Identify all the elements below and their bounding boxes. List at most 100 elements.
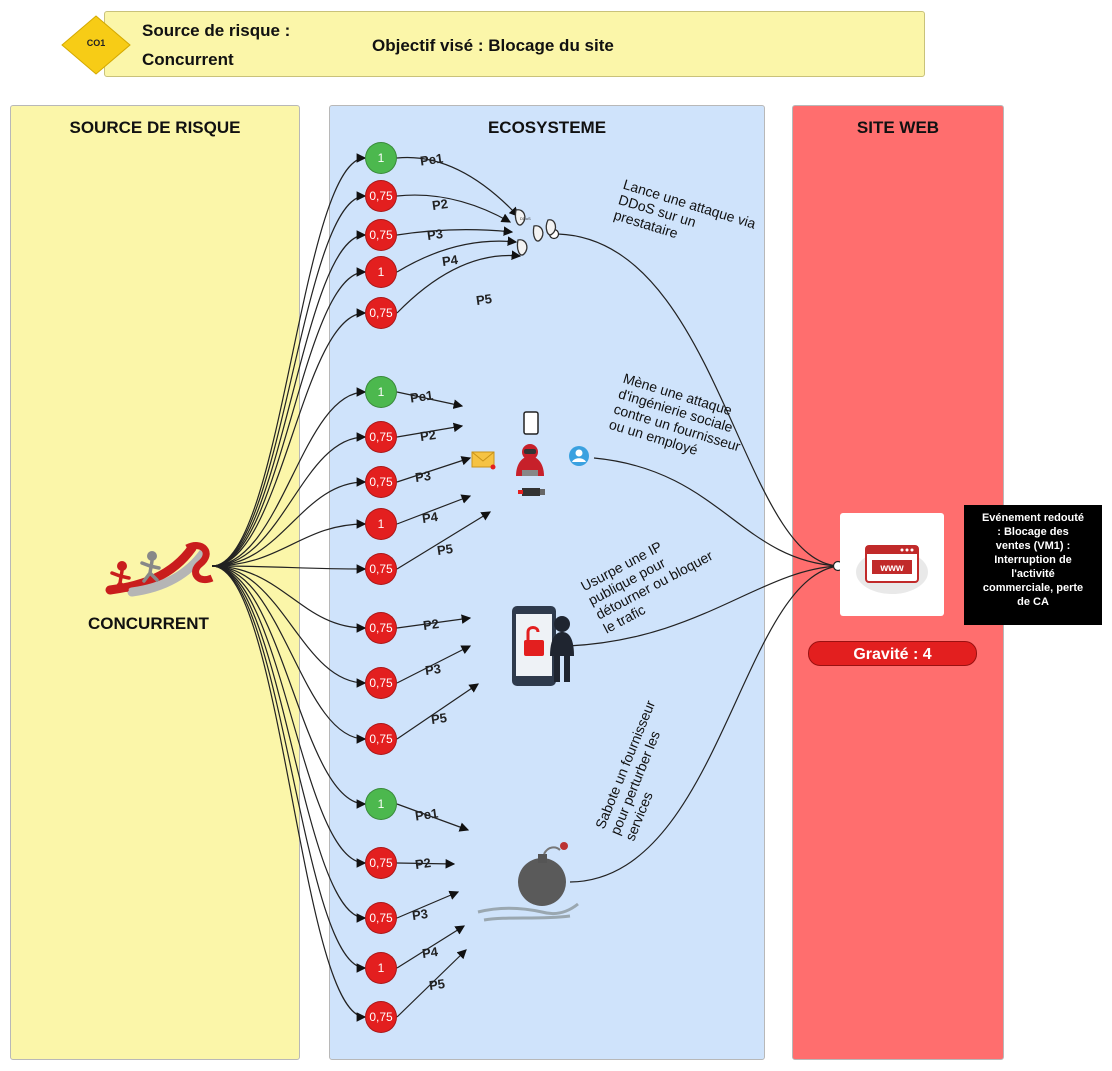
social-engineering-icon	[471, 411, 589, 496]
likelihood-node-2-1: 1	[365, 376, 397, 408]
source-connector-2-4	[211, 519, 367, 567]
step-connector-4-4	[396, 925, 466, 969]
result-line-1	[557, 233, 839, 567]
likelihood-node-1-3: 0,75	[365, 219, 397, 251]
badge-label: CO1	[86, 38, 106, 48]
ecosystem-lane-title: ECOSYSTEME	[487, 118, 607, 137]
likelihood-node-3-1: 0,75	[365, 612, 397, 644]
step-label-1-3: P3	[426, 225, 444, 244]
objective: Objectif visé : Blocage du site	[372, 36, 614, 55]
step-label-4-1: Pe1	[414, 805, 440, 824]
source-lane-title: SOURCE DE RISQUE	[69, 118, 241, 137]
result-line-3	[567, 565, 839, 647]
step-connector-2-1	[396, 391, 464, 409]
result-line-4	[569, 565, 839, 883]
likelihood-node-4-3: 0,75	[365, 902, 397, 934]
step-label-1-4: P4	[441, 251, 459, 270]
likelihood-node-4-2: 0,75	[365, 847, 397, 879]
likelihood-node-2-2: 0,75	[365, 421, 397, 453]
likelihood-node-4-4: 1	[365, 952, 397, 984]
source-connector-1-5	[211, 308, 367, 567]
badge-diamond	[61, 15, 131, 75]
likelihood-node-2-3: 0,75	[365, 466, 397, 498]
competitor-icon	[105, 542, 214, 597]
step-connector-2-3	[396, 456, 472, 483]
step-label-2-3: P3	[414, 467, 432, 486]
step-label-4-5: P5	[428, 975, 446, 994]
source-connector-1-2	[211, 191, 367, 567]
svg-text:www: www	[879, 563, 904, 574]
source-connector-3-1	[211, 565, 367, 633]
step-connector-2-2	[396, 422, 464, 438]
likelihood-node-1-1: 1	[365, 142, 397, 174]
step-connector-1-3	[396, 226, 514, 236]
likelihood-node-1-5: 0,75	[365, 297, 397, 329]
sabotage-bomb-icon	[477, 842, 579, 922]
likelihood-node-2-4: 1	[365, 508, 397, 540]
source-connector-1-3	[211, 230, 367, 567]
source-connector-2-2	[211, 432, 367, 567]
step-connector-1-4	[396, 236, 518, 273]
step-connector-4-3	[396, 890, 460, 919]
source-label: Source de risque :	[142, 21, 291, 40]
source-connector-4-2	[211, 565, 367, 868]
step-connector-4-1	[396, 803, 470, 832]
feared-event-box: Evénement redouté : Blocage des ventes (…	[964, 505, 1102, 625]
usb-icon	[522, 488, 540, 496]
step-label-4-2: P2	[414, 854, 432, 873]
phone-icon	[523, 411, 539, 435]
step-connector-2-4	[396, 494, 472, 525]
step-connector-3-1	[396, 614, 472, 629]
step-label-1-2: P2	[431, 195, 449, 214]
severity-badge: Gravité : 4	[808, 641, 977, 666]
step-connector-3-3	[396, 683, 479, 740]
ddos-icon: DDoS	[514, 209, 557, 256]
step-label-3-1: P2	[422, 615, 440, 634]
step-label-2-4: P4	[421, 508, 439, 527]
step-label-4-4: P4	[421, 943, 439, 962]
svg-text:DDoS: DDoS	[520, 216, 531, 221]
step-connectors	[396, 156, 522, 1018]
step-label-3-3: P5	[430, 709, 448, 728]
source-connector-4-3	[211, 565, 367, 923]
thief-icon	[554, 616, 570, 632]
step-label-4-3: P3	[411, 905, 429, 924]
www-icon: www	[856, 545, 928, 594]
result-line-2	[593, 457, 839, 567]
likelihood-node-3-3: 0,75	[365, 723, 397, 755]
step-connector-4-2	[396, 859, 456, 869]
hand-icon	[477, 902, 579, 916]
step-connector-4-5	[396, 949, 467, 1018]
step-connector-3-2	[396, 645, 472, 684]
likelihood-node-3-2: 0,75	[365, 667, 397, 699]
source-connector-4-1	[211, 565, 367, 809]
step-label-3-2: P3	[424, 660, 442, 679]
step-label-2-1: Pe1	[409, 387, 435, 406]
step-label-1-1: Pe1	[419, 150, 445, 169]
step-connector-1-5	[396, 250, 522, 314]
likelihood-node-1-4: 1	[365, 256, 397, 288]
result-connectors	[557, 233, 839, 883]
website-lane-title: SITE WEB	[856, 118, 940, 137]
source-connector-1-4	[211, 267, 367, 567]
step-label-1-5: P5	[475, 290, 493, 309]
likelihood-node-2-5: 0,75	[365, 553, 397, 585]
step-label-2-2: P2	[419, 426, 437, 445]
email-icon	[471, 451, 495, 468]
source-value: Concurrent	[142, 50, 234, 69]
step-connector-1-1	[396, 156, 519, 217]
source-connector-3-3	[211, 565, 367, 744]
likelihood-node-1-2: 0,75	[365, 180, 397, 212]
source-connectors	[211, 153, 367, 1022]
header-box	[104, 11, 925, 77]
source-connector-2-5	[211, 564, 367, 574]
source-connector-1-1	[211, 153, 367, 567]
likelihood-node-4-1: 1	[365, 788, 397, 820]
source-connector-2-1	[211, 387, 367, 567]
step-connector-2-5	[396, 511, 492, 570]
source-connector-4-4	[211, 565, 367, 973]
likelihood-node-4-5: 0,75	[365, 1001, 397, 1033]
ip-spoofing-icon	[512, 606, 574, 686]
actor-label: CONCURRENT	[88, 614, 209, 633]
